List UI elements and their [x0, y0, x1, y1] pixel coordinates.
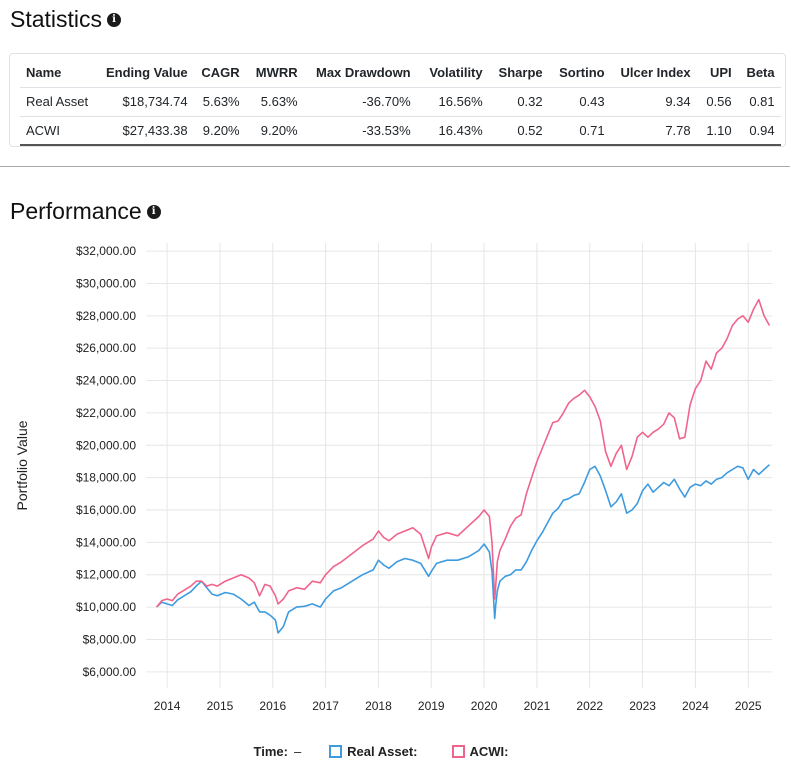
- statistics-title: Statistics i: [10, 6, 122, 33]
- info-icon[interactable]: i: [107, 12, 122, 27]
- legend-label-real-asset: Real Asset:: [347, 744, 418, 759]
- column-header-beta[interactable]: Beta: [737, 58, 781, 88]
- column-header-upi[interactable]: UPI: [696, 58, 738, 88]
- x-tick-label: 2019: [418, 699, 445, 713]
- column-header-cagr[interactable]: CAGR: [193, 58, 246, 88]
- column-header-mwrr[interactable]: MWRR: [245, 58, 304, 88]
- table-row: ACWI $27,433.38 9.20% 9.20% -33.53% 16.4…: [20, 116, 781, 146]
- column-header-ending-value[interactable]: Ending Value: [100, 58, 194, 88]
- y-tick-label: $26,000.00: [76, 341, 136, 355]
- cell-volatility: 16.56%: [416, 87, 489, 117]
- chart-legend: Time: – Real Asset: ACWI:: [0, 744, 790, 759]
- legend-item-real-asset[interactable]: Real Asset:: [329, 744, 418, 759]
- cell-ending-value: $27,433.38: [100, 116, 194, 146]
- column-header-ulcer-index[interactable]: Ulcer Index: [610, 58, 697, 88]
- cell-ending-value: $18,734.74: [100, 87, 194, 117]
- cell-upi: 1.10: [696, 116, 738, 146]
- y-tick-label: $18,000.00: [76, 471, 136, 485]
- column-header-max-drawdown[interactable]: Max Drawdown: [303, 58, 417, 88]
- performance-title-text: Performance: [10, 198, 142, 224]
- series-line-acwi: [155, 298, 771, 608]
- cell-upi: 0.56: [696, 87, 738, 117]
- cell-cagr: 9.20%: [193, 116, 246, 146]
- x-tick-label: 2015: [207, 699, 234, 713]
- statistics-title-text: Statistics: [10, 6, 103, 32]
- y-tick-label: $8,000.00: [83, 632, 137, 646]
- x-tick-label: 2016: [259, 699, 286, 713]
- statistics-table: Name Ending Value CAGR MWRR Max Drawdown…: [20, 58, 781, 146]
- y-tick-label: $32,000.00: [76, 244, 136, 258]
- x-tick-label: 2024: [682, 699, 709, 713]
- cell-volatility: 16.43%: [416, 116, 489, 146]
- table-header-row: Name Ending Value CAGR MWRR Max Drawdown…: [20, 58, 781, 88]
- y-tick-label: $10,000.00: [76, 600, 136, 614]
- y-tick-label: $24,000.00: [76, 374, 136, 388]
- legend-swatch-acwi[interactable]: [451, 745, 465, 758]
- x-tick-label: 2017: [312, 699, 339, 713]
- cell-sharpe: 0.52: [488, 116, 549, 146]
- x-tick-label: 2021: [524, 699, 551, 713]
- y-tick-label: $22,000.00: [76, 406, 136, 420]
- cell-mwrr: 9.20%: [245, 116, 304, 146]
- x-tick-label: 2014: [154, 699, 181, 713]
- column-header-volatility[interactable]: Volatility: [416, 58, 489, 88]
- cell-beta: 0.81: [737, 87, 781, 117]
- y-tick-label: $6,000.00: [83, 665, 137, 679]
- y-axis-title: Portfolio Value: [14, 420, 30, 510]
- x-tick-label: 2022: [576, 699, 603, 713]
- cell-beta: 0.94: [737, 116, 781, 146]
- statistics-table-card: Name Ending Value CAGR MWRR Max Drawdown…: [9, 53, 786, 147]
- y-tick-label: $12,000.00: [76, 568, 136, 582]
- cell-max-drawdown: -36.70%: [303, 87, 417, 117]
- x-tick-label: 2025: [735, 699, 762, 713]
- cell-cagr: 5.63%: [193, 87, 246, 117]
- cell-max-drawdown: -33.53%: [303, 116, 417, 146]
- table-row: Real Asset $18,734.74 5.63% 5.63% -36.70…: [20, 87, 781, 117]
- legend-swatch-real-asset[interactable]: [329, 745, 343, 758]
- legend-time-label: Time:: [253, 744, 288, 759]
- performance-title: Performance i: [10, 198, 161, 225]
- legend-label-acwi: ACWI:: [469, 744, 509, 759]
- legend-item-acwi[interactable]: ACWI:: [451, 744, 509, 759]
- performance-chart[interactable]: $6,000.00 $8,000.00 $10,000.00 $12,000.00 $1…: [0, 235, 790, 720]
- y-tick-label: $14,000.00: [76, 535, 136, 549]
- y-tick-label: $28,000.00: [76, 309, 136, 323]
- cell-ulcer-index: 7.78: [610, 116, 697, 146]
- x-tick-label: 2023: [629, 699, 656, 713]
- y-tick-label: $16,000.00: [76, 503, 136, 517]
- section-divider: [0, 166, 790, 167]
- cell-mwrr: 5.63%: [245, 87, 304, 117]
- info-icon[interactable]: i: [146, 204, 161, 219]
- cell-name: ACWI: [20, 116, 100, 146]
- y-tick-label: $30,000.00: [76, 276, 136, 290]
- column-header-sharpe[interactable]: Sharpe: [488, 58, 549, 88]
- cell-ulcer-index: 9.34: [610, 87, 697, 117]
- x-tick-label: 2018: [365, 699, 392, 713]
- legend-time-value: –: [293, 744, 302, 759]
- x-tick-label: 2020: [471, 699, 498, 713]
- series-line-real-asset: [156, 464, 770, 634]
- cell-sortino: 0.43: [548, 87, 611, 117]
- column-header-sortino[interactable]: Sortino: [548, 58, 611, 88]
- y-tick-label: $20,000.00: [76, 438, 136, 452]
- cell-sortino: 0.71: [548, 116, 611, 146]
- cell-name: Real Asset: [20, 87, 100, 117]
- cell-sharpe: 0.32: [488, 87, 549, 117]
- column-header-name[interactable]: Name: [20, 58, 100, 88]
